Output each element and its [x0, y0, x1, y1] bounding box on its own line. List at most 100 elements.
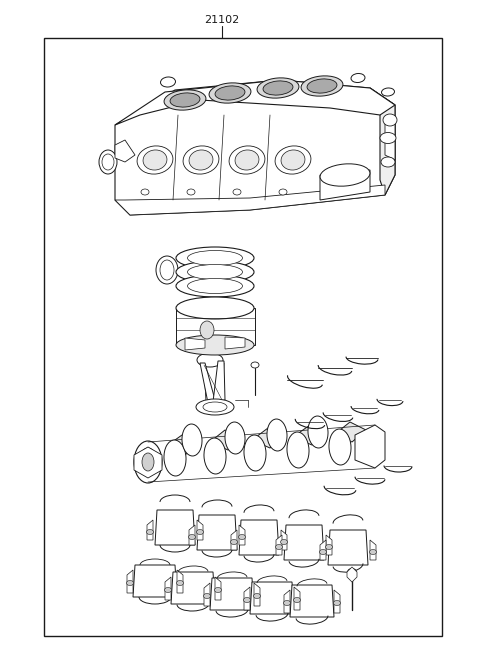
Polygon shape	[147, 520, 153, 540]
Polygon shape	[347, 567, 357, 582]
Ellipse shape	[235, 150, 259, 170]
Ellipse shape	[281, 150, 305, 170]
Ellipse shape	[188, 250, 242, 265]
Polygon shape	[281, 530, 287, 550]
Ellipse shape	[209, 83, 251, 103]
Ellipse shape	[99, 150, 117, 174]
Polygon shape	[290, 585, 334, 617]
Ellipse shape	[383, 114, 397, 126]
Ellipse shape	[200, 321, 214, 339]
Polygon shape	[335, 422, 366, 442]
Polygon shape	[320, 540, 326, 560]
Polygon shape	[355, 425, 385, 468]
Ellipse shape	[382, 88, 395, 96]
Bar	[44, 38, 442, 636]
Polygon shape	[276, 535, 282, 555]
Polygon shape	[115, 80, 395, 215]
Ellipse shape	[320, 164, 370, 186]
Ellipse shape	[348, 568, 357, 576]
Ellipse shape	[176, 297, 254, 319]
Polygon shape	[134, 447, 162, 478]
Ellipse shape	[188, 265, 242, 279]
Polygon shape	[225, 337, 245, 349]
Polygon shape	[293, 425, 326, 445]
Ellipse shape	[160, 77, 176, 87]
Polygon shape	[334, 590, 340, 613]
Ellipse shape	[253, 593, 261, 599]
Polygon shape	[385, 120, 395, 160]
Ellipse shape	[170, 93, 200, 107]
Ellipse shape	[230, 539, 238, 545]
Ellipse shape	[127, 581, 133, 585]
Ellipse shape	[267, 419, 287, 451]
Ellipse shape	[225, 422, 245, 454]
Ellipse shape	[164, 90, 206, 110]
Ellipse shape	[188, 279, 242, 294]
Ellipse shape	[146, 530, 154, 535]
Ellipse shape	[197, 353, 223, 367]
Ellipse shape	[279, 189, 287, 195]
Polygon shape	[133, 565, 177, 597]
Polygon shape	[115, 80, 395, 125]
Ellipse shape	[160, 260, 174, 280]
Ellipse shape	[189, 150, 213, 170]
Ellipse shape	[307, 79, 337, 93]
Ellipse shape	[244, 435, 266, 471]
Polygon shape	[215, 577, 221, 600]
Polygon shape	[284, 525, 324, 560]
Ellipse shape	[142, 453, 154, 471]
Polygon shape	[155, 510, 195, 545]
Polygon shape	[168, 435, 200, 455]
Polygon shape	[204, 583, 210, 606]
Ellipse shape	[176, 275, 254, 297]
Ellipse shape	[215, 587, 221, 593]
Ellipse shape	[203, 402, 227, 412]
Ellipse shape	[183, 146, 219, 174]
Text: 21102: 21102	[204, 15, 240, 25]
Polygon shape	[210, 430, 242, 450]
Ellipse shape	[102, 154, 114, 170]
Ellipse shape	[164, 440, 186, 476]
Ellipse shape	[204, 593, 211, 599]
Polygon shape	[231, 530, 237, 550]
Ellipse shape	[196, 399, 234, 415]
Ellipse shape	[301, 76, 343, 96]
Ellipse shape	[275, 146, 311, 174]
Ellipse shape	[176, 261, 254, 283]
Polygon shape	[326, 535, 332, 555]
Polygon shape	[189, 525, 195, 545]
Ellipse shape	[251, 362, 259, 368]
Polygon shape	[171, 572, 215, 604]
Ellipse shape	[196, 530, 204, 535]
Polygon shape	[177, 570, 183, 593]
Ellipse shape	[189, 535, 195, 539]
Ellipse shape	[233, 189, 241, 195]
Ellipse shape	[137, 146, 173, 174]
Ellipse shape	[204, 438, 226, 474]
Polygon shape	[250, 582, 294, 614]
Polygon shape	[294, 587, 300, 610]
Ellipse shape	[187, 189, 195, 195]
Ellipse shape	[276, 545, 283, 549]
Ellipse shape	[229, 146, 265, 174]
Polygon shape	[328, 530, 368, 565]
Ellipse shape	[280, 539, 288, 545]
Ellipse shape	[215, 86, 245, 100]
Polygon shape	[197, 520, 203, 540]
Polygon shape	[115, 185, 385, 215]
Polygon shape	[320, 170, 370, 200]
Ellipse shape	[139, 448, 157, 476]
Ellipse shape	[320, 549, 326, 555]
Ellipse shape	[351, 74, 365, 83]
Polygon shape	[239, 525, 245, 545]
Ellipse shape	[239, 535, 245, 539]
Polygon shape	[370, 88, 395, 195]
Ellipse shape	[287, 432, 309, 468]
Ellipse shape	[308, 416, 328, 448]
Ellipse shape	[257, 78, 299, 98]
Ellipse shape	[329, 429, 351, 465]
Polygon shape	[213, 361, 225, 402]
Polygon shape	[115, 140, 135, 162]
Polygon shape	[254, 583, 260, 606]
Ellipse shape	[176, 247, 254, 269]
